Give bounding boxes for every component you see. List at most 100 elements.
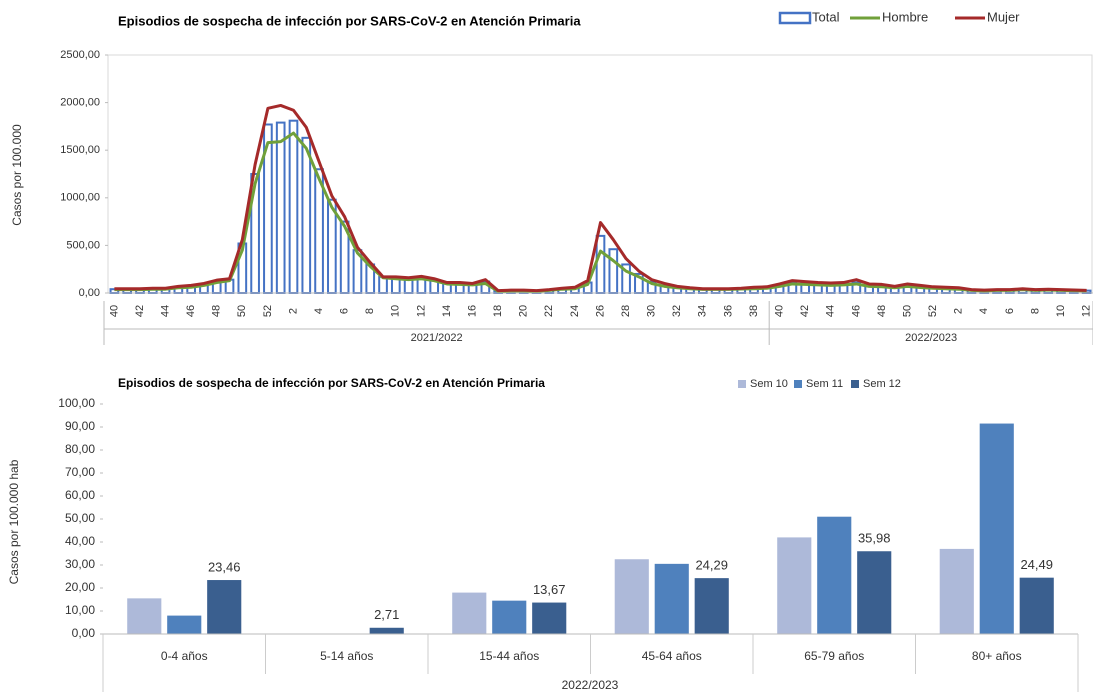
x-tick-label: 48 bbox=[211, 305, 223, 317]
bar bbox=[207, 580, 242, 634]
x-tick-label: 16 bbox=[466, 305, 478, 317]
bar bbox=[608, 248, 619, 294]
x-tick-label: 18 bbox=[492, 305, 504, 317]
x-tick-label: 80+ años bbox=[972, 649, 1022, 663]
x-tick-label: 20 bbox=[518, 305, 530, 317]
x-tick-label: 44 bbox=[159, 305, 171, 317]
bar bbox=[979, 423, 1014, 634]
x-tick-label: 8 bbox=[364, 308, 376, 314]
y-tick-label: 80,00 bbox=[65, 442, 95, 456]
x-tick-label: 52 bbox=[262, 305, 274, 317]
legend-swatch bbox=[851, 380, 859, 388]
y-tick-label: 90,00 bbox=[65, 419, 95, 433]
legend-label: Sem 12 bbox=[863, 378, 901, 390]
value-label: 2,71 bbox=[374, 607, 399, 622]
x-tick-label: 28 bbox=[620, 305, 632, 317]
y-axis-label: Casos por 100.000 hab bbox=[7, 459, 21, 584]
y-tick-label: 100,00 bbox=[58, 396, 95, 410]
x-axis-label: 2022/2023 bbox=[562, 678, 619, 692]
y-tick-label: 0,00 bbox=[79, 287, 100, 299]
group-label: 2021/2022 bbox=[411, 332, 463, 344]
x-tick-label: 48 bbox=[876, 305, 888, 317]
x-tick-label: 42 bbox=[799, 305, 811, 317]
y-tick-label: 500,00 bbox=[66, 239, 100, 251]
legend-swatch bbox=[794, 380, 802, 388]
value-label: 13,67 bbox=[533, 582, 566, 597]
x-tick-label: 22 bbox=[543, 305, 555, 317]
value-label: 23,46 bbox=[208, 559, 241, 574]
y-tick-label: 20,00 bbox=[65, 580, 95, 594]
y-tick-label: 2000,00 bbox=[60, 97, 100, 109]
legend-label: Mujer bbox=[987, 9, 1020, 24]
line bbox=[114, 131, 1087, 293]
x-tick-label: 52 bbox=[927, 305, 939, 317]
bar bbox=[532, 602, 567, 634]
x-tick-label: 36 bbox=[722, 305, 734, 317]
x-tick-label: 40 bbox=[773, 305, 785, 317]
x-tick-label: 46 bbox=[185, 305, 197, 317]
x-tick-label: 10 bbox=[1055, 305, 1067, 317]
x-tick-label: 12 bbox=[415, 305, 427, 317]
value-label: 35,98 bbox=[858, 531, 891, 546]
bar bbox=[288, 119, 299, 294]
legend-label: Hombre bbox=[882, 9, 928, 24]
x-tick-label: 8 bbox=[1029, 308, 1041, 314]
y-axis-label: Casos por 100.000 bbox=[10, 124, 24, 226]
bar bbox=[452, 592, 487, 634]
bar bbox=[301, 136, 312, 294]
x-tick-label: 65-79 años bbox=[804, 649, 864, 663]
legend-label: Sem 11 bbox=[806, 378, 843, 390]
y-tick-label: 30,00 bbox=[65, 557, 95, 571]
x-tick-label: 2 bbox=[287, 308, 299, 314]
x-tick-label: 0-4 años bbox=[161, 649, 208, 663]
x-tick-label: 50 bbox=[236, 305, 248, 317]
bar bbox=[595, 234, 606, 295]
y-tick-label: 2500,00 bbox=[60, 49, 100, 61]
y-tick-label: 50,00 bbox=[65, 511, 95, 525]
bar bbox=[777, 537, 812, 634]
y-tick-label: 40,00 bbox=[65, 534, 95, 548]
x-tick-label: 34 bbox=[697, 305, 709, 317]
bar bbox=[614, 559, 649, 634]
y-tick-label: 70,00 bbox=[65, 465, 95, 479]
value-label: 24,49 bbox=[1020, 557, 1053, 572]
x-tick-label: 12 bbox=[1081, 305, 1093, 317]
x-tick-label: 38 bbox=[748, 305, 760, 317]
bar bbox=[654, 563, 689, 634]
x-tick-label: 30 bbox=[646, 305, 658, 317]
x-tick-label: 10 bbox=[390, 305, 402, 317]
x-tick-label: 42 bbox=[134, 305, 146, 317]
y-tick-label: 1000,00 bbox=[60, 192, 100, 204]
bar bbox=[275, 121, 286, 295]
line bbox=[114, 103, 1087, 293]
legend-swatch bbox=[738, 380, 746, 388]
x-tick-label: 24 bbox=[569, 305, 581, 317]
value-label: 24,29 bbox=[695, 558, 728, 573]
bar bbox=[939, 548, 974, 634]
bar bbox=[127, 598, 162, 634]
y-tick-label: 0,00 bbox=[72, 626, 96, 640]
x-tick-label: 44 bbox=[825, 305, 837, 317]
x-tick-label: 5-14 años bbox=[320, 649, 373, 663]
x-tick-label: 32 bbox=[671, 305, 683, 317]
x-tick-label: 6 bbox=[1004, 308, 1016, 314]
legend-label: Sem 10 bbox=[750, 378, 788, 390]
bar bbox=[817, 516, 852, 634]
legend-swatch bbox=[778, 11, 812, 25]
y-tick-label: 1500,00 bbox=[60, 144, 100, 156]
bar bbox=[492, 600, 527, 634]
bar bbox=[369, 627, 404, 634]
x-tick-label: 4 bbox=[978, 308, 990, 314]
x-tick-label: 26 bbox=[594, 305, 606, 317]
chart-title: Episodios de sospecha de infección por S… bbox=[118, 13, 581, 28]
bar bbox=[167, 615, 202, 634]
x-tick-label: 4 bbox=[313, 308, 325, 314]
bar bbox=[1019, 577, 1054, 634]
legend-label: Total bbox=[812, 9, 840, 24]
y-tick-label: 10,00 bbox=[65, 603, 95, 617]
chart-title: Episodios de sospecha de infección por S… bbox=[118, 376, 545, 390]
x-tick-label: 2 bbox=[953, 308, 965, 314]
y-tick-label: 60,00 bbox=[65, 488, 95, 502]
